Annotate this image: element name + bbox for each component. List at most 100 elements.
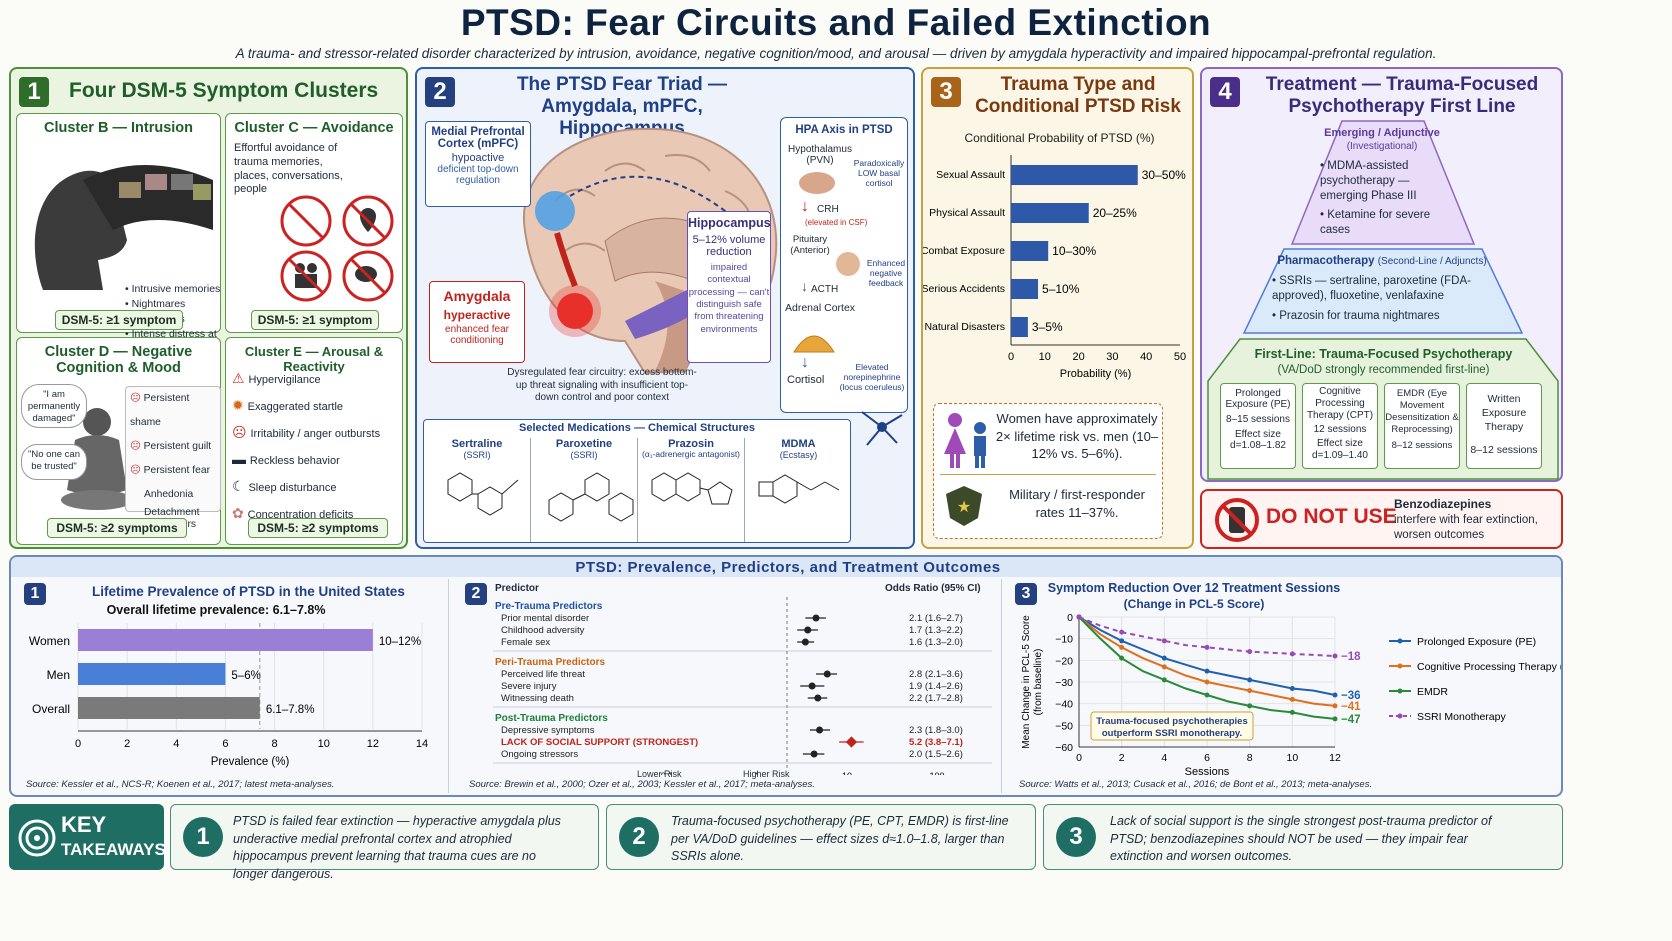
or-marker [808, 682, 816, 690]
svg-text:★: ★ [957, 497, 971, 516]
therapy-cpt: Cognitive Processing Therapy (CPT) 12 se… [1302, 383, 1378, 469]
panel-number: 3 [931, 77, 961, 107]
data-point [1247, 649, 1253, 655]
tier2-sub: (Second-Line / Adjuncts) [1377, 256, 1487, 267]
medication-paroxetine: Paroxetine (SSRI) [531, 438, 638, 542]
bar [1011, 203, 1089, 223]
or-marker [801, 638, 809, 646]
tick-label: 0 [1008, 351, 1014, 363]
or-marker [823, 670, 831, 678]
tick-label: 4 [1161, 752, 1167, 764]
therapy-sessions: 8–15 sessions [1226, 414, 1290, 425]
predictor-label: Prior mental disorder [501, 613, 589, 624]
category-label: Men [47, 668, 70, 682]
panel-trauma-risk: 3 Trauma Type and Conditional PTSD Risk … [921, 67, 1194, 549]
tier3-title: First-Line: Trauma-Focused Psychotherapy [1254, 347, 1513, 361]
medications-box: Selected Medications — Chemical Structur… [423, 419, 851, 543]
data-point [1289, 651, 1295, 657]
data-point [1161, 655, 1167, 661]
panel-number: 2 [465, 583, 487, 605]
prevalence-chart: Women 10–12% Men 5–6% Overall 6.1–7.8% 0 2 4 6 8 10… [29, 623, 428, 768]
symptom-item: ☾ Sleep disturbance [232, 478, 337, 494]
neuron-icon [861, 411, 903, 446]
arrow-down-icon: ↓ [801, 198, 809, 215]
medications-title: Selected Medications — Chemical Structur… [519, 422, 755, 434]
molecule-icon [447, 472, 519, 516]
adrenal-icon [793, 335, 835, 353]
mpfc-state: hypoactive [451, 152, 505, 164]
tick-label: 10 [318, 738, 330, 750]
tick-label: 8 [1247, 752, 1253, 764]
sad-face-icon: ☹ [130, 393, 144, 404]
data-point [1119, 655, 1125, 661]
cluster-d-box: Cluster D — Negative Cognition & Mood "I… [16, 337, 221, 545]
bar [1011, 279, 1039, 299]
outcomes-line-chart: 0−10−20−30−40−50−600 2 4 6 8 10 12SessionsMean… [1021, 612, 1561, 778]
anger-icon: ☹ [232, 424, 251, 440]
therapy-effect: Effect size d=1.08–1.82 [1230, 429, 1286, 451]
or-value: 2.8 (2.1–3.6) [909, 669, 963, 680]
bar-value-label: 20–25% [1093, 206, 1137, 220]
panel-title: Four DSM-5 Symptom Clusters [69, 79, 379, 102]
tick-label: 6 [1204, 752, 1210, 764]
med-name: MDMA [781, 438, 816, 450]
symptom-item: ☹ Persistent guilt [130, 441, 212, 452]
hippocampus-label-box: Hippocampus 5–12% volume reduction impai… [687, 211, 771, 363]
predictor-label: Childhood adversity [501, 625, 585, 636]
bottom-section: PTSD: Prevalence, Predictors, and Treatm… [9, 555, 1563, 797]
tick-label: 0.1 [661, 771, 674, 775]
takeaway-text: Trauma-focused psychotherapy (PE, CPT, E… [671, 814, 1009, 863]
data-point [1332, 703, 1338, 709]
feedback-note: Enhanced negative feedback [866, 258, 906, 288]
odds-ratio-header: Odds Ratio (95% CI) [885, 583, 981, 594]
bar [1011, 241, 1049, 261]
legend-label: SSRI Monotherapy [1417, 711, 1506, 723]
symptom-item: ☹ Persistent shame [130, 393, 190, 428]
bar [1011, 317, 1028, 337]
panel-fear-triad: 2 The PTSD Fear Triad — Amygdala, mPFC, … [415, 67, 915, 549]
data-point [1161, 677, 1167, 683]
page-title: PTSD: Fear Circuits and Failed Extinctio… [460, 2, 1212, 43]
or-value: 1.6 (1.3–2.0) [909, 637, 963, 648]
takeaway-card: 3 Lack of social support is the single s… [1043, 804, 1563, 870]
sex-risk-text: Women have approximately 2× lifetime ris… [995, 411, 1159, 462]
woman-man-icon [944, 413, 986, 468]
hpa-cortisol: Cortisol [787, 374, 825, 386]
bar-value-label: 30–50% [1142, 168, 1186, 182]
bar [78, 697, 260, 719]
sad-face-icon: ☹ [130, 465, 144, 476]
therapy-sessions: 8–12 sessions [1470, 443, 1538, 456]
cluster-d-title: Cluster D — Negative Cognition & Mood [44, 344, 193, 376]
medication-sertraline: Sertraline (SSRI) [424, 438, 531, 542]
takeaways-label-box: KEY TAKEAWAYS [9, 804, 166, 870]
tick-label: 10 [1286, 752, 1298, 764]
category-label: Women [29, 634, 70, 648]
tick-label: 6 [222, 738, 228, 750]
predictor-label: Ongoing stressors [501, 749, 578, 760]
bar [1011, 165, 1138, 185]
med-class: (Ecstasy) [779, 450, 818, 460]
therapy-name: Written Exposure Therapy [1481, 393, 1527, 434]
data-point [1247, 677, 1253, 683]
data-point [1247, 703, 1253, 709]
axis-label: Sessions [1185, 766, 1230, 778]
therapy-pe: Prolonged Exposure (PE) 8–15 sessions Ef… [1220, 383, 1296, 469]
or-marker [845, 736, 858, 748]
cluster-c-text: Effortful avoidance of trauma memories, … [234, 142, 343, 196]
symptom-item: ✹ Exaggerated startle [232, 397, 344, 413]
thought-bubble: "No one can be trusted" [21, 444, 87, 480]
data-point [1161, 664, 1167, 670]
hypothalamus-icon [799, 172, 835, 194]
tier2-item: SSRIs — sertraline, paroxetine (FDA-appr… [1272, 274, 1502, 304]
divider [940, 474, 1156, 475]
tick-label: 12 [367, 738, 379, 750]
predictor-label: Perceived life threat [501, 669, 585, 680]
tier1-sub: (Investigational) [1346, 141, 1418, 152]
mpfc-name: Medial Prefrontal Cortex (mPFC) [431, 126, 525, 150]
panel-number: 2 [425, 77, 455, 107]
cluster-e-list: ⚠ Hypervigilance ✹ Exaggerated startle ☹… [232, 366, 402, 528]
med-name: Sertraline [451, 438, 503, 450]
benzodiazepines-note: interfere with fear extinction, worsen o… [1394, 514, 1538, 541]
or-value: 5.2 (3.8–7.1) [909, 737, 963, 748]
brain-icon: ✿ [232, 505, 248, 521]
